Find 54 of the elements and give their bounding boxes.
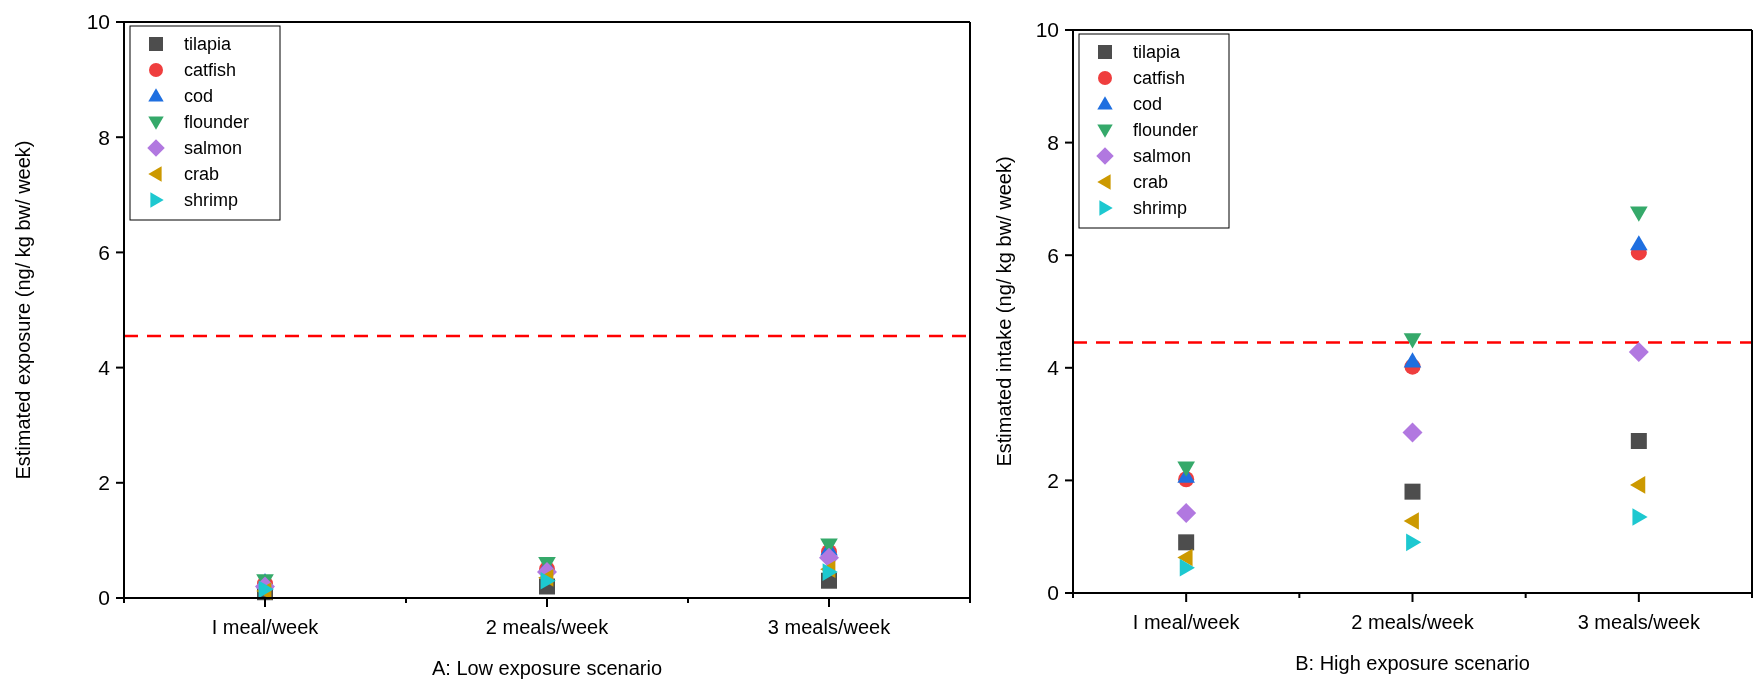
point [1630,432,1647,449]
legend-label: shrimp [1133,198,1188,219]
x-tick-label: 3 meals/week [1577,611,1701,633]
point [1630,235,1648,251]
point [1406,533,1422,552]
legend-label: catfish [184,60,237,81]
legend-label: flounder [1133,120,1199,141]
x-tick-label: 2 meals/week [1351,611,1475,633]
y-tick-label: 10 [1035,18,1059,42]
y-tick-label: 2 [1047,468,1059,492]
point [1403,512,1419,530]
legend-label: flounder [184,112,250,133]
legend-label: catfish [1133,68,1186,89]
legend-label: tilapia [1133,42,1182,63]
point [1179,558,1195,577]
x-axis-title: A: Low exposure scenario [431,657,663,679]
y-tick-label: 4 [1047,356,1060,380]
legend-label: salmon [184,138,243,159]
point [819,547,839,568]
point [1177,461,1195,477]
y-axis-title: Estimated intake (ng/ kg bw/ week) [993,156,1015,467]
y-tick-label: 10 [86,10,110,34]
point [1403,352,1422,368]
y-tick-label: 6 [1047,243,1059,267]
legend-label: shrimp [184,190,239,211]
x-tick-label: I meal/week [1132,611,1241,633]
y-tick-label: 4 [98,355,111,379]
legend-label: salmon [1133,146,1192,167]
x-axis-title: B: High exposure scenario [1295,652,1530,674]
y-tick-label: 0 [98,586,110,610]
y-axis-title: Estimated exposure (ng/ kg bw/ week) [12,140,34,480]
x-tick-label: 2 meals/week [485,616,610,638]
point [1177,548,1193,567]
y-tick-label: 2 [98,471,110,495]
legend-label: cod [1133,94,1163,115]
x-tick-label: 3 meals/week [767,616,892,638]
legend-label: crab [184,164,220,185]
point [1403,333,1422,349]
y-tick-label: 8 [98,125,110,149]
point [1178,534,1195,551]
legend-label: crab [1133,172,1169,193]
legend-label: cod [184,86,214,107]
legend-label: tilapia [184,34,233,55]
point [1176,503,1197,524]
y-tick-label: 8 [1047,130,1059,154]
point [1630,206,1648,222]
point [1632,508,1648,526]
point [1402,422,1423,443]
y-tick-label: 0 [1047,581,1059,605]
point [1630,476,1646,494]
point [1628,342,1649,363]
x-tick-label: I meal/week [211,616,320,638]
y-tick-label: 6 [98,240,110,264]
point [1404,483,1421,500]
